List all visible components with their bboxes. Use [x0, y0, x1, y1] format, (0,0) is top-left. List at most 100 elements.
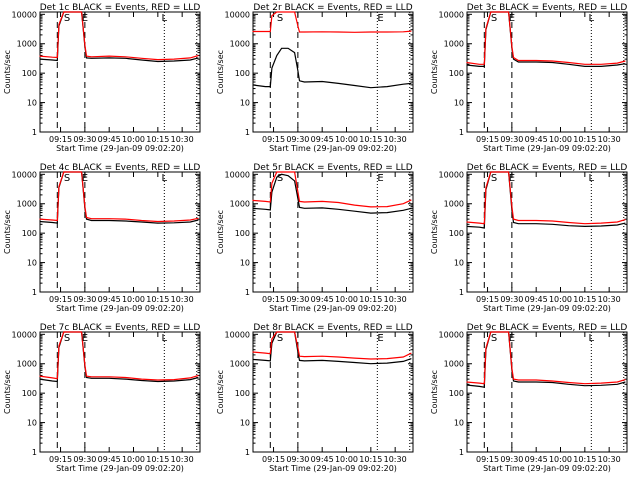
marker-e-label: E	[509, 173, 515, 184]
y-axis-label: Counts/sec	[430, 50, 439, 94]
panel-2: Det 2r BLACK = Events, RED = LLD 1 10 100 10…	[216, 3, 414, 153]
y-tick-label: 1	[32, 448, 37, 457]
plot-frame	[252, 11, 414, 133]
x-tick-label: 09:15	[262, 295, 285, 304]
x-tick-label: 10:15	[146, 135, 169, 144]
marker-l-label: L	[162, 13, 168, 24]
lld-line	[39, 171, 199, 223]
panel-title: Det 3c BLACK = Events, RED = LLD	[467, 3, 628, 13]
x-tick-label: 09:30	[500, 295, 523, 304]
plot-frame	[252, 331, 414, 453]
y-tick-label: 1000	[444, 40, 464, 49]
marker-s-label: S	[64, 173, 70, 184]
y-tick-label: 10	[240, 259, 250, 268]
x-tick-label: 10:30	[598, 295, 621, 304]
panel-7: Det 7c BLACK = Events, RED = LLD 1 10 100 10…	[3, 323, 201, 473]
marker-e-label: E	[377, 173, 383, 184]
y-axis-label: Counts/sec	[216, 210, 225, 254]
y-axis-label: Counts/sec	[216, 50, 225, 94]
x-tick-label: 10:00	[549, 455, 572, 464]
y-tick-label: 1	[32, 288, 37, 297]
y-tick-label: 1	[32, 128, 37, 137]
y-tick-label: 10	[27, 259, 37, 268]
lld-line	[252, 171, 412, 208]
x-tick-label: 09:45	[525, 455, 548, 464]
x-tick-label: 09:45	[525, 295, 548, 304]
lld-line	[252, 331, 412, 360]
y-tick-label: 100	[449, 69, 464, 78]
marker-s-label: S	[277, 333, 283, 344]
x-tick-label: 10:15	[359, 295, 382, 304]
events-line	[252, 47, 412, 89]
marker-s-label: S	[491, 13, 497, 24]
x-tick-label: 10:30	[171, 455, 194, 464]
y-tick-label: 100	[235, 229, 250, 238]
panel-title: Det 8r BLACK = Events, RED = LLD	[253, 323, 412, 333]
panel-3: Det 3c BLACK = Events, RED = LLD 1 10 100 10…	[430, 3, 628, 153]
panel-9: Det 9c BLACK = Events, RED = LLD 1 10 100 10…	[430, 323, 628, 473]
x-axis-label: Start Time (29-Jan-09 09:02:20)	[56, 144, 184, 153]
y-tick-label: 100	[235, 69, 250, 78]
x-tick-label: 09:30	[286, 455, 309, 464]
y-axis-label: Counts/sec	[3, 50, 12, 94]
plot-frame	[39, 11, 201, 133]
lld-line	[39, 331, 199, 381]
x-tick-label: 09:45	[98, 455, 121, 464]
marker-l-label: L	[589, 13, 595, 24]
x-axis-label: Start Time (29-Jan-09 09:02:20)	[269, 144, 397, 153]
x-axis-label: Start Time (29-Jan-09 09:02:20)	[483, 464, 611, 473]
x-tick-label: 10:00	[122, 135, 145, 144]
y-tick-label: 100	[449, 229, 464, 238]
y-tick-label: 1000	[444, 360, 464, 369]
marker-s-label: S	[491, 173, 497, 184]
plot-frame	[466, 331, 628, 453]
x-tick-label: 09:45	[311, 135, 334, 144]
marker-l-label: L	[162, 173, 168, 184]
y-axis-label: Counts/sec	[430, 210, 439, 254]
x-tick-label: 10:30	[384, 135, 407, 144]
marker-e-label: E	[509, 333, 515, 344]
y-tick-label: 100	[235, 389, 250, 398]
y-tick-label: 10	[27, 419, 37, 428]
y-tick-label: 10	[240, 99, 250, 108]
marker-e-label: E	[82, 333, 88, 344]
y-tick-label: 10000	[225, 330, 250, 339]
panel-5: Det 5r BLACK = Events, RED = LLD 1 10 100 10…	[216, 163, 414, 313]
y-tick-label: 1	[459, 128, 464, 137]
panel-title: Det 2r BLACK = Events, RED = LLD	[253, 3, 412, 13]
marker-e-label: E	[377, 13, 383, 24]
x-tick-label: 09:15	[49, 455, 72, 464]
y-tick-label: 10	[454, 259, 464, 268]
y-tick-label: 1	[459, 288, 464, 297]
panel-title: Det 6c BLACK = Events, RED = LLD	[467, 163, 628, 173]
x-axis-label: Start Time (29-Jan-09 09:02:20)	[56, 464, 184, 473]
y-tick-label: 10000	[12, 10, 37, 19]
y-tick-label: 1000	[444, 200, 464, 209]
x-axis-label: Start Time (29-Jan-09 09:02:20)	[483, 144, 611, 153]
y-tick-label: 10000	[439, 170, 464, 179]
x-tick-label: 10:00	[335, 135, 358, 144]
x-tick-label: 09:15	[49, 295, 72, 304]
y-tick-label: 100	[22, 229, 37, 238]
x-tick-label: 10:15	[359, 135, 382, 144]
x-tick-label: 10:00	[549, 295, 572, 304]
x-tick-label: 10:15	[359, 455, 382, 464]
marker-l-label: L	[589, 173, 595, 184]
y-tick-label: 1000	[17, 40, 37, 49]
x-axis-label: Start Time (29-Jan-09 09:02:20)	[483, 304, 611, 313]
x-tick-label: 10:30	[171, 295, 194, 304]
y-tick-label: 1000	[230, 360, 250, 369]
plot-frame	[252, 171, 414, 293]
x-tick-label: 09:45	[311, 295, 334, 304]
x-tick-label: 10:00	[549, 135, 572, 144]
y-tick-label: 10000	[225, 10, 250, 19]
y-axis-label: Counts/sec	[216, 370, 225, 414]
x-tick-label: 09:15	[476, 135, 499, 144]
marker-e-label: E	[509, 13, 515, 24]
y-tick-label: 1000	[17, 360, 37, 369]
panel-1: Det 1c BLACK = Events, RED = LLD 1 10 100 10…	[3, 3, 201, 153]
lld-line	[39, 11, 199, 61]
x-tick-label: 10:30	[384, 295, 407, 304]
x-tick-label: 09:30	[73, 135, 96, 144]
